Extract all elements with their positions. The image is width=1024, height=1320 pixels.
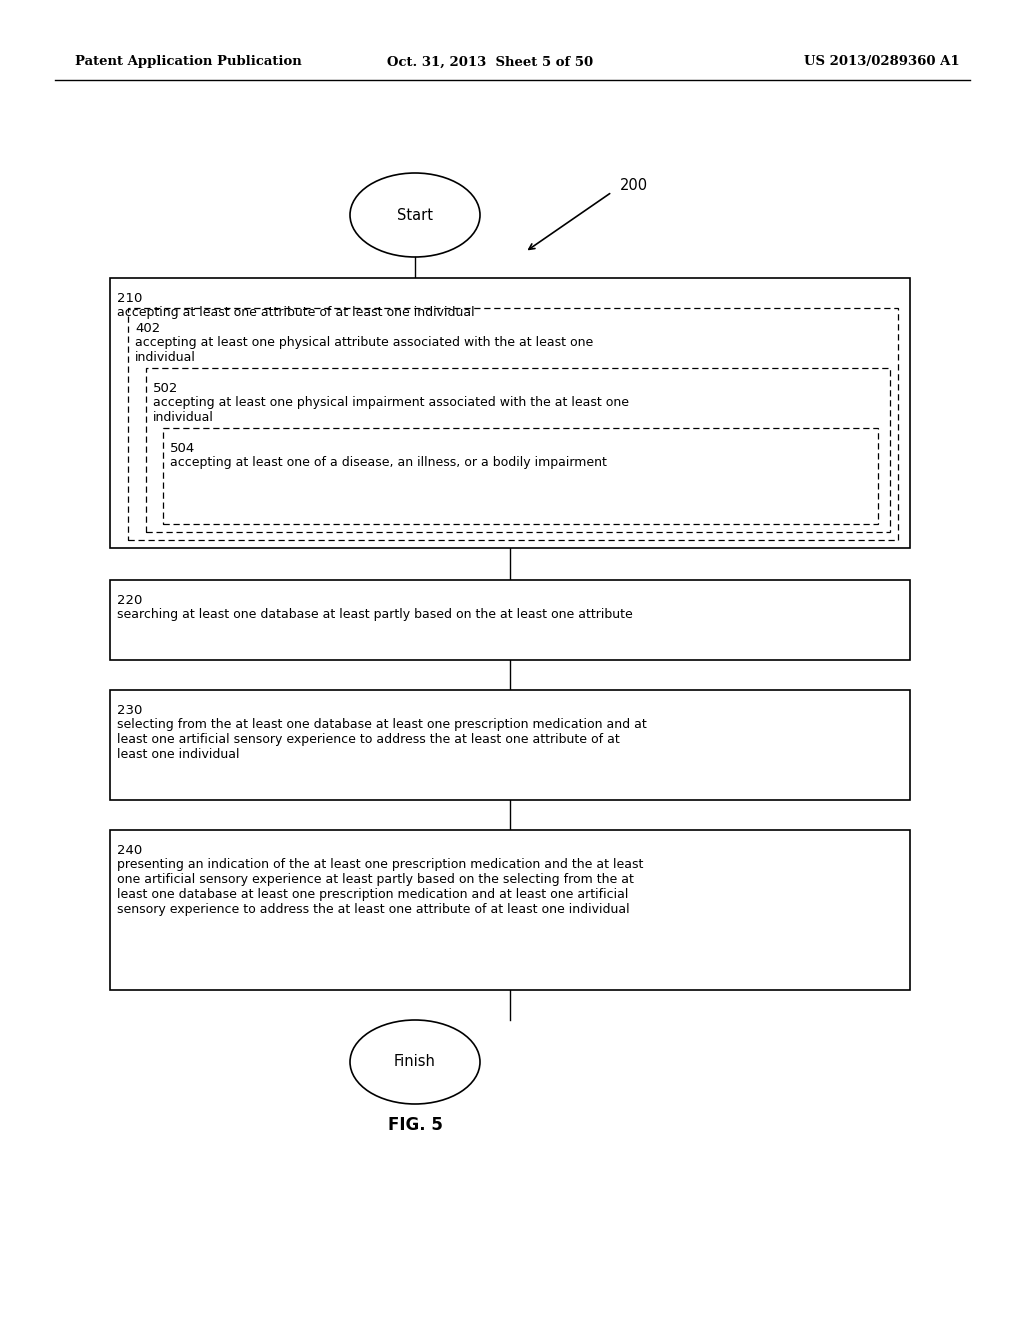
Bar [110, 579, 910, 660]
Text: Start: Start [397, 207, 433, 223]
Text: searching at least one database at least partly based on the at least one attrib: searching at least one database at least… [117, 609, 633, 620]
Bar [110, 279, 910, 548]
Text: 210: 210 [117, 292, 142, 305]
Text: FIG. 5: FIG. 5 [387, 1115, 442, 1134]
Text: selecting from the at least one database at least one prescription medication an: selecting from the at least one database… [117, 718, 647, 762]
Text: Oct. 31, 2013  Sheet 5 of 50: Oct. 31, 2013 Sheet 5 of 50 [387, 55, 593, 69]
Text: Finish: Finish [394, 1055, 436, 1069]
Text: 502: 502 [153, 381, 178, 395]
Text: 200: 200 [620, 177, 648, 193]
Text: 504: 504 [170, 442, 196, 455]
Text: 402: 402 [135, 322, 160, 335]
Bar [163, 428, 878, 524]
Text: accepting at least one physical attribute associated with the at least one
indiv: accepting at least one physical attribut… [135, 337, 593, 364]
Bar [110, 690, 910, 800]
Text: accepting at least one of a disease, an illness, or a bodily impairment: accepting at least one of a disease, an … [170, 455, 607, 469]
Bar [110, 830, 910, 990]
Bar [146, 368, 890, 532]
Bar [128, 308, 898, 540]
Text: Patent Application Publication: Patent Application Publication [75, 55, 302, 69]
Text: presenting an indication of the at least one prescription medication and the at : presenting an indication of the at least… [117, 858, 643, 916]
Text: 230: 230 [117, 704, 142, 717]
Text: US 2013/0289360 A1: US 2013/0289360 A1 [805, 55, 961, 69]
Text: 220: 220 [117, 594, 142, 607]
Text: accepting at least one attribute of at least one individual: accepting at least one attribute of at l… [117, 306, 475, 319]
Text: 240: 240 [117, 843, 142, 857]
Text: accepting at least one physical impairment associated with the at least one
indi: accepting at least one physical impairme… [153, 396, 629, 424]
